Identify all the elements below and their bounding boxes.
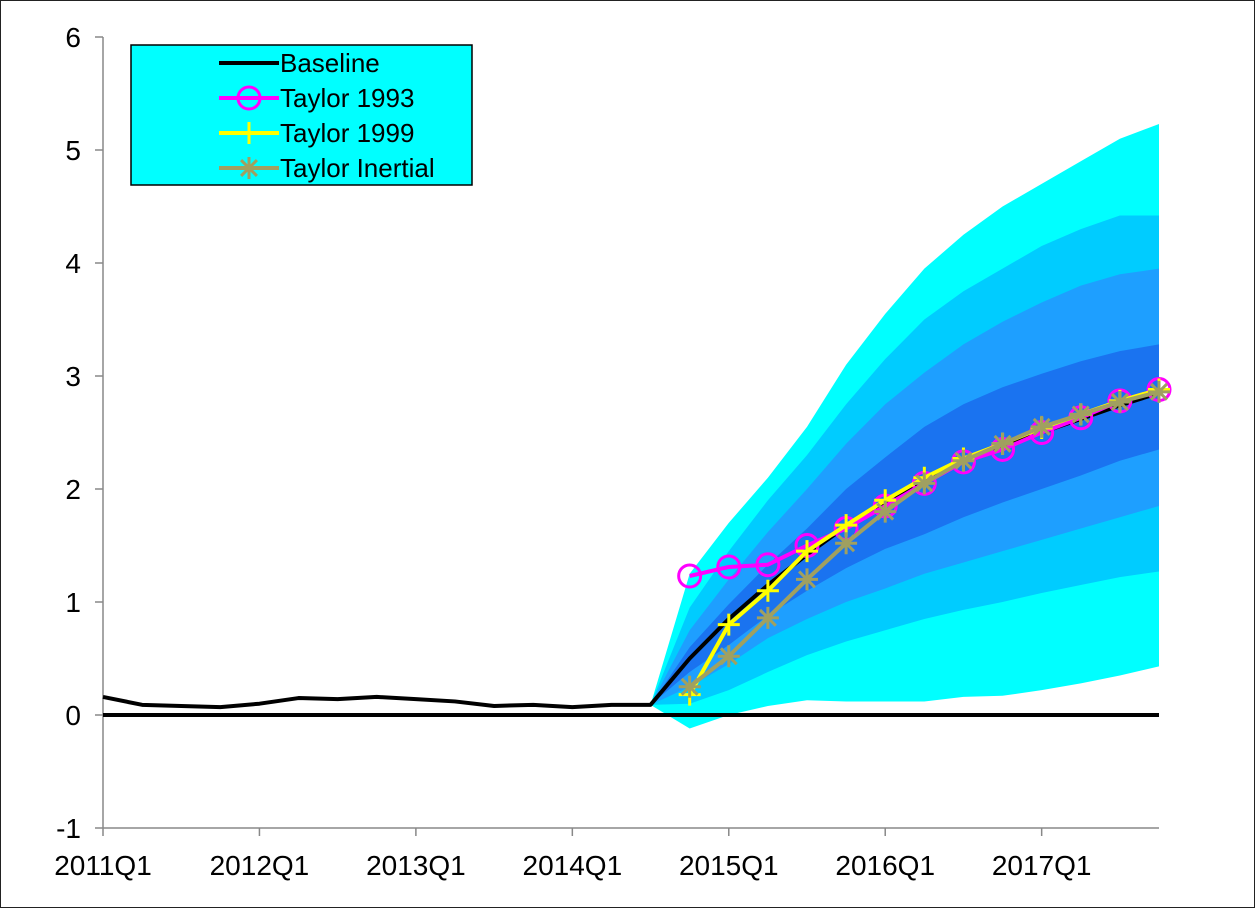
data-point bbox=[796, 540, 818, 563]
x-tick-label: 2015Q1 bbox=[679, 850, 779, 881]
data-point bbox=[1108, 390, 1131, 413]
y-tick-label: 5 bbox=[65, 135, 81, 166]
data-point bbox=[755, 552, 781, 578]
y-tick-label: 0 bbox=[65, 700, 81, 731]
data-point bbox=[717, 613, 740, 636]
series-taylor-inertial bbox=[678, 380, 1170, 698]
data-point bbox=[1069, 403, 1092, 426]
legend: Baseline Taylor 1993 Taylor 1999 Taylor Ine… bbox=[130, 44, 473, 186]
x-tick-label: 2012Q1 bbox=[210, 850, 310, 881]
legend-label: Taylor 1993 bbox=[280, 83, 414, 113]
legend-item: Taylor 1993 bbox=[219, 83, 414, 113]
legend-marker bbox=[238, 122, 260, 144]
legend-marker bbox=[236, 85, 262, 111]
x-tick-label: 2013Q1 bbox=[366, 850, 466, 881]
data-point bbox=[874, 500, 897, 523]
data-point bbox=[913, 472, 936, 495]
x-tick-label: 2016Q1 bbox=[835, 850, 935, 881]
data-point bbox=[756, 579, 779, 602]
legend-label: Taylor Inertial bbox=[280, 153, 435, 183]
legend-label: Baseline bbox=[280, 48, 380, 78]
y-tick-label: 2 bbox=[65, 474, 81, 505]
data-point bbox=[678, 675, 701, 698]
data-point bbox=[835, 532, 858, 555]
data-point bbox=[756, 606, 779, 629]
legend-box bbox=[130, 44, 473, 186]
y-tick-label: 3 bbox=[65, 361, 81, 392]
legend-item: Taylor 1999 bbox=[219, 118, 414, 148]
y-tick-label: 1 bbox=[65, 587, 81, 618]
y-tick-label: 6 bbox=[65, 22, 81, 53]
legend-label: Taylor 1999 bbox=[280, 118, 414, 148]
y-tick-label: -1 bbox=[56, 813, 81, 844]
data-point bbox=[717, 645, 740, 668]
legend-item: Baseline bbox=[219, 48, 380, 78]
data-point bbox=[991, 432, 1014, 455]
x-tick-label: 2017Q1 bbox=[992, 850, 1092, 881]
data-point bbox=[1030, 415, 1053, 438]
x-tick-label: 2011Q1 bbox=[54, 850, 152, 881]
legend-item: Taylor Inertial bbox=[219, 153, 435, 183]
legend-marker bbox=[238, 157, 260, 179]
y-tick-label: 4 bbox=[65, 248, 81, 279]
data-point bbox=[796, 568, 818, 591]
data-point bbox=[716, 554, 742, 580]
data-point bbox=[677, 563, 703, 589]
x-tick-label: 2014Q1 bbox=[523, 850, 623, 881]
data-point bbox=[1148, 380, 1170, 403]
data-point bbox=[952, 449, 975, 472]
